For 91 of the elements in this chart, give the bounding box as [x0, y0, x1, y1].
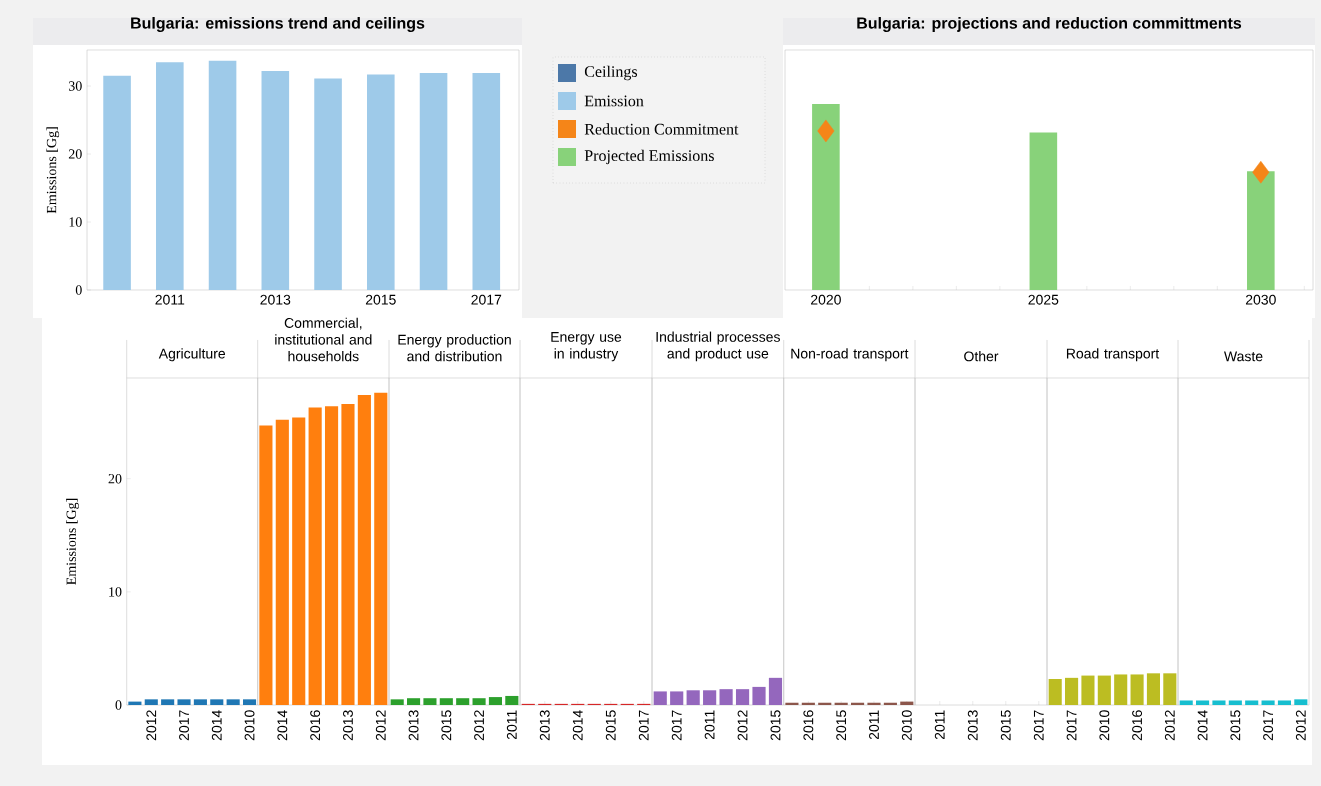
chart-title: Industrial processes and product use [656, 331, 780, 362]
x-tick-label: 2010 [901, 710, 912, 741]
x-tick-label: 2015 [770, 710, 781, 741]
x-tick-label: 2012 [737, 710, 748, 741]
x-tick-label: 2013 [539, 710, 550, 741]
x-tick-label: 2012 [375, 710, 386, 741]
x-tick-label: 2014 [1197, 710, 1208, 741]
bar [374, 392, 388, 705]
bar [703, 690, 717, 705]
y-tick-label: 10 [109, 587, 122, 597]
y-tick-label: 10 [69, 217, 82, 227]
chart-title: Non-road transport [791, 348, 909, 362]
x-tick-label: 2010 [1099, 710, 1110, 741]
bar [367, 74, 395, 290]
x-tick-label: 2016 [1132, 710, 1143, 741]
legend-label: Ceilings [584, 65, 638, 81]
bar [719, 689, 733, 705]
bar [653, 691, 667, 705]
x-tick-label: 2014 [211, 710, 222, 741]
bar [419, 73, 448, 290]
chart-title: Bulgaria: emissions trend and ceilings [131, 17, 425, 32]
x-tick-label: 2011 [869, 710, 879, 740]
bar [357, 394, 371, 705]
x-tick-label: 2012 [474, 710, 485, 741]
chart-title: Bulgaria: projections and reduction committments [857, 17, 1242, 32]
bar [768, 677, 783, 705]
y-axis-title: Emissions [Gg] [46, 127, 60, 214]
chart-title: Other [964, 351, 999, 362]
bar [324, 406, 339, 705]
y-tick-label: 0 [75, 285, 82, 295]
x-tick-label: 2011 [934, 710, 945, 740]
chart-title: Commercial, institutional and households [275, 317, 372, 362]
x-tick-label: 2017 [638, 710, 649, 741]
x-tick-label: 2015 [365, 294, 396, 305]
x-tick-label: 2017 [179, 710, 189, 741]
y-axis-title: Emissions [Gg] [66, 498, 79, 585]
x-tick-label: 2025 [1028, 294, 1059, 305]
y-tick-label: 30 [68, 81, 82, 91]
x-tick-label: 2011 [506, 710, 517, 740]
x-tick-label: 2017 [471, 294, 502, 305]
x-tick-label: 2012 [1164, 710, 1175, 741]
x-tick-label: 2013 [343, 710, 353, 741]
chart-title: Agriculture [158, 348, 226, 362]
bar [208, 60, 237, 290]
bar [686, 690, 700, 705]
x-tick-label: 2015 [605, 710, 616, 741]
x-tick-label: 2013 [260, 294, 291, 305]
x-tick-label: 2016 [310, 710, 321, 741]
x-tick-label: 2010 [244, 710, 255, 741]
x-tick-label: 2014 [572, 710, 583, 741]
y-tick-label: 0 [115, 700, 122, 710]
y-tick-label: 20 [108, 473, 122, 484]
x-tick-label: 2012 [1295, 710, 1306, 741]
chart-title: Waste [1224, 351, 1263, 362]
x-tick-label: 2015 [836, 710, 847, 741]
bar [156, 62, 184, 290]
x-tick-label: 2014 [277, 710, 288, 741]
x-tick-label: 2013 [408, 710, 419, 741]
legend-label: Reduction Commitment [584, 123, 739, 135]
bar [670, 691, 684, 705]
legend-label: Emission [584, 95, 644, 107]
x-tick-label: 2015 [441, 710, 452, 741]
x-tick-label: 2011 [155, 294, 185, 305]
x-tick-label: 2017 [1033, 710, 1044, 741]
bar [292, 417, 306, 705]
chart-title: Energy use in industry [551, 332, 622, 362]
x-tick-label: 2015 [1230, 710, 1241, 741]
x-tick-label: 2013 [967, 710, 978, 741]
x-tick-label: 2017 [671, 710, 682, 741]
bar [275, 419, 289, 705]
x-tick-label: 2016 [803, 710, 814, 741]
x-tick-label: 2017 [1263, 710, 1274, 741]
bar [103, 75, 131, 290]
x-tick-label: 2020 [811, 294, 841, 305]
bar [752, 686, 766, 705]
bar [341, 404, 355, 705]
bar [259, 425, 273, 705]
chart-title: Energy production and distribution [398, 334, 511, 362]
x-tick-label: 2030 [1245, 294, 1276, 305]
bar [314, 78, 342, 290]
bar [735, 689, 750, 705]
bar [472, 73, 501, 290]
x-tick-label: 2012 [146, 710, 157, 741]
legend-label: Projected Emissions [584, 149, 714, 165]
chart-title: Road transport [1066, 348, 1160, 362]
y-tick-label: 20 [68, 149, 82, 159]
bar [261, 71, 290, 290]
bar [308, 407, 322, 705]
x-tick-label: 2015 [1000, 710, 1011, 741]
x-tick-label: 2011 [704, 710, 715, 740]
x-tick-label: 2017 [1066, 710, 1077, 741]
